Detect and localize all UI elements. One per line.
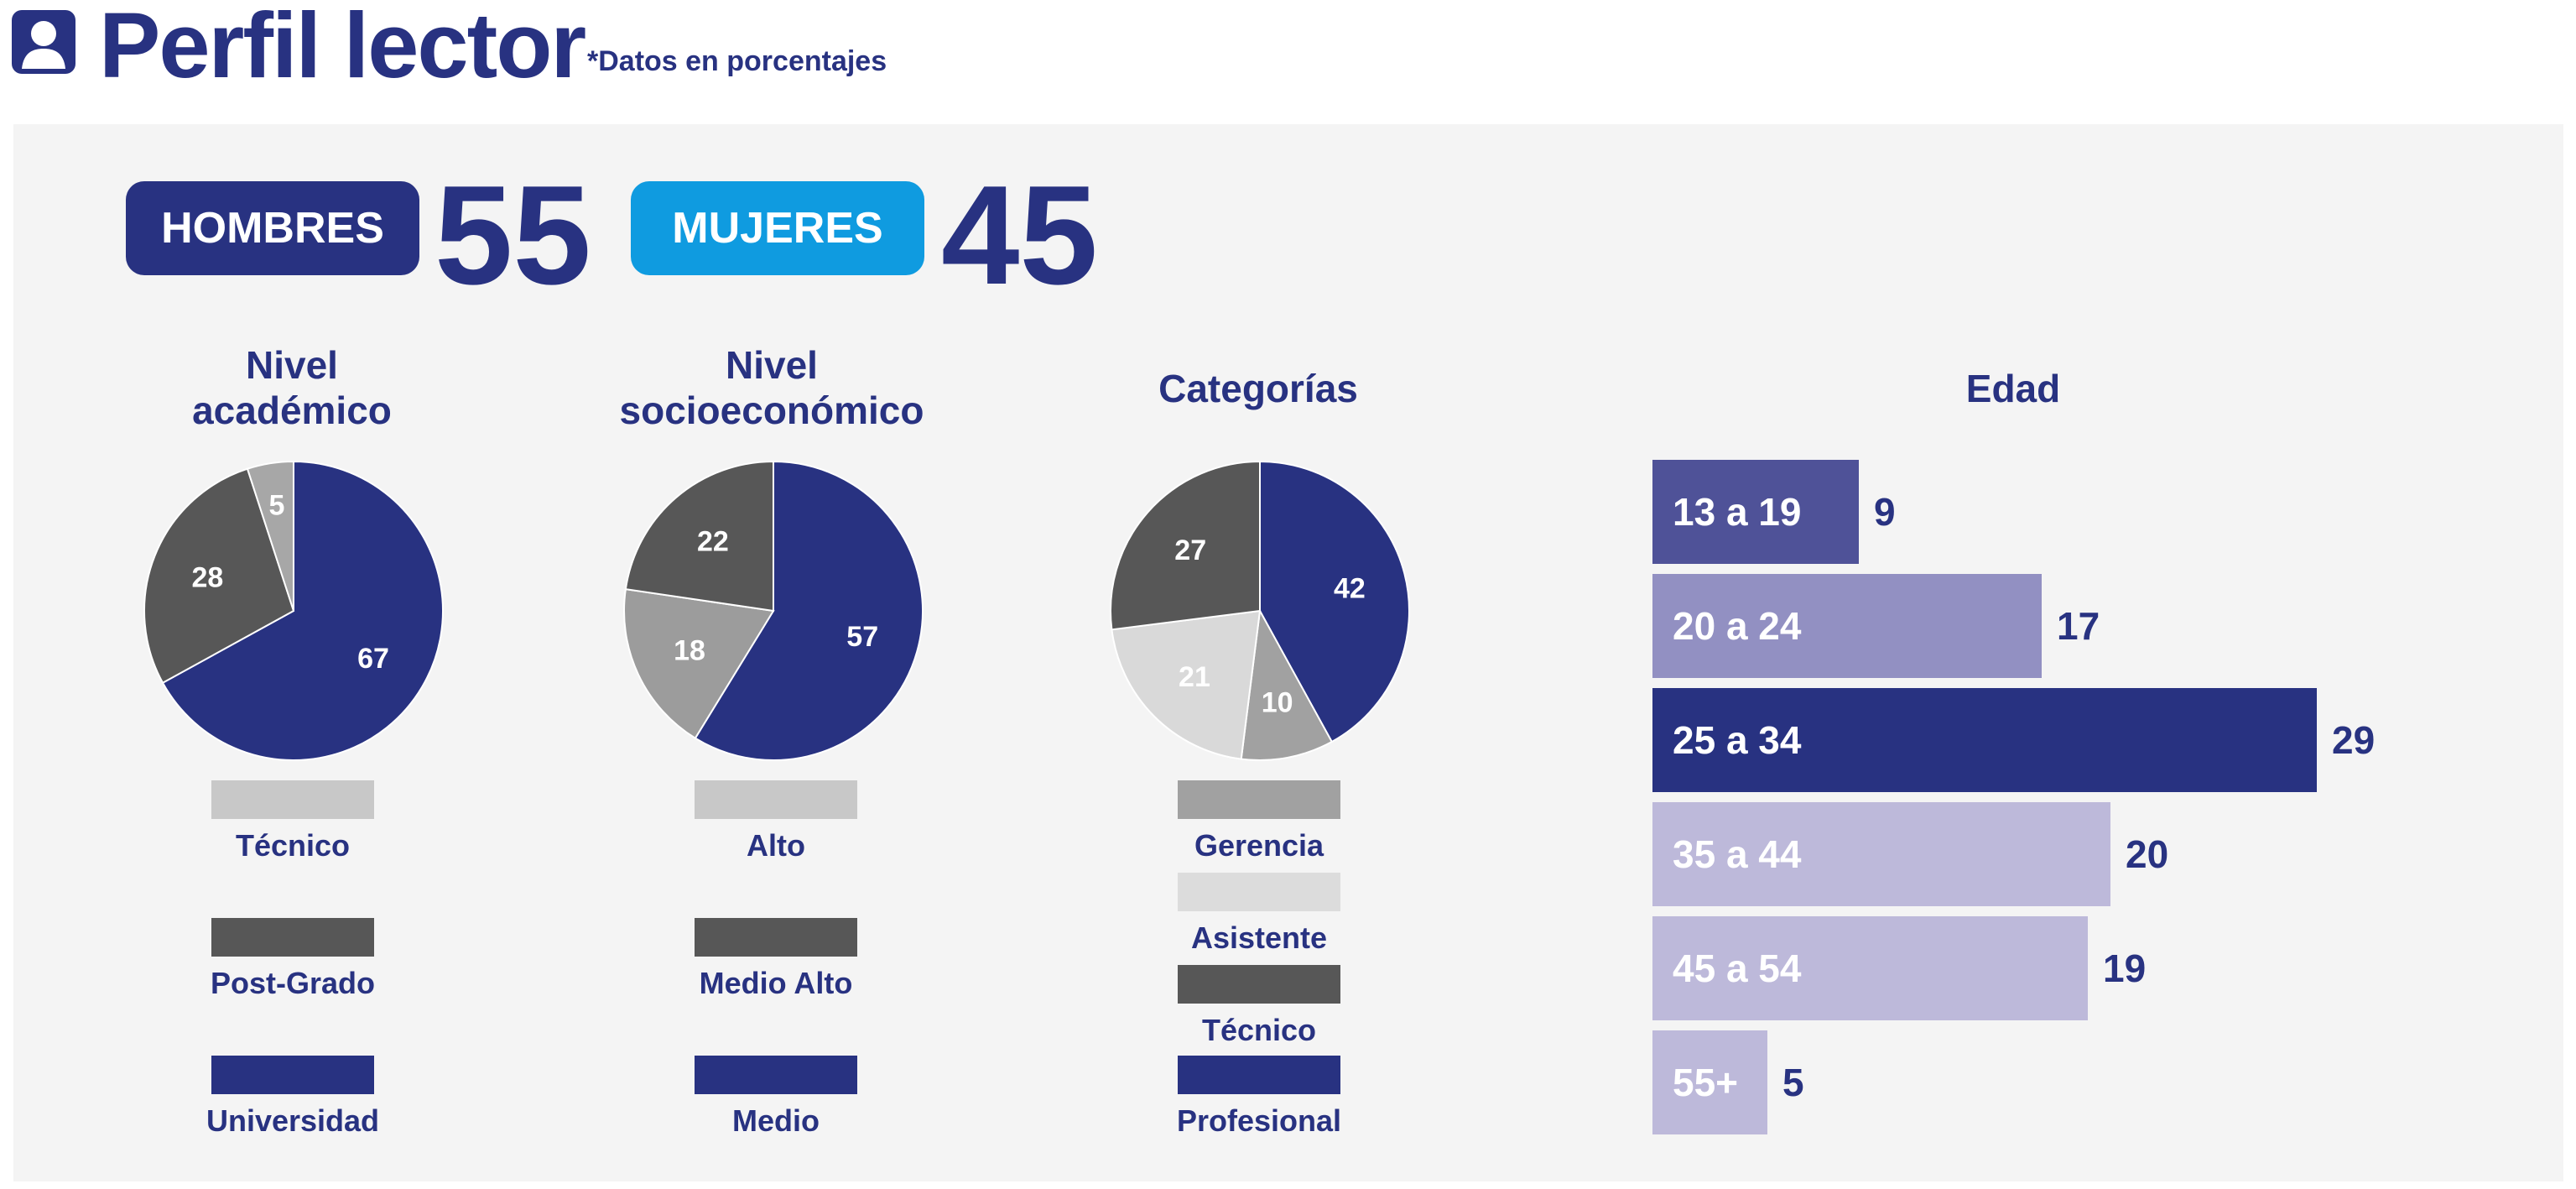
legend-swatch-profesional (1178, 1056, 1340, 1094)
chart-title-categorias: Categorías (1158, 367, 1358, 410)
legend-swatch-gerencia (1178, 780, 1340, 819)
women-value: 45 (941, 156, 1098, 314)
page-title: Perfil lector (99, 0, 586, 97)
men-badge: HOMBRES (126, 181, 419, 275)
legend-swatch-asistente (1178, 873, 1340, 911)
pie-label-universidad: 67 (357, 643, 389, 675)
pie-label-asistente: 21 (1179, 661, 1210, 693)
pie-chart-categorias: 42 10 21 27 (1110, 460, 1410, 761)
legend-swatch-tecnico (1178, 965, 1340, 1004)
pie-slice-profesional (1259, 460, 1410, 743)
bar-label-13-a-19: 13 a 19 (1673, 490, 1802, 534)
bar-45-a-54: 45 a 54 (1652, 916, 2088, 1020)
pie-label-post-grado: 28 (191, 561, 223, 593)
pie-label-tecnico: 5 (268, 489, 284, 521)
pie-slice-universidad (161, 460, 444, 761)
pie-label-gerencia: 10 (1262, 686, 1293, 718)
chart-title-nivel-academico: Nivel académico (192, 343, 392, 432)
pie-slice-asistente (1111, 609, 1262, 760)
bar-label-20-a-24: 20 a 24 (1673, 604, 1802, 648)
legend-swatch-medio-alto (695, 918, 857, 957)
legend-swatch-universidad (211, 1056, 374, 1094)
bar-value-55-: 5 (1782, 1061, 1804, 1104)
bar-label-55-: 55+ (1673, 1061, 1739, 1104)
legend-label-tecnico: Técnico (1201, 1013, 1317, 1047)
legend-label-alto: Alto (747, 828, 805, 863)
pie-slice-alto (623, 588, 775, 740)
legend-label-profesional: Profesional (1176, 1103, 1342, 1138)
legend-label-asistente: Asistente (1190, 920, 1328, 955)
bar-35-a-44: 35 a 44 (1652, 802, 2110, 906)
legend-label-tecnico: Técnico (235, 828, 351, 863)
bar-55-: 55+ (1652, 1030, 1767, 1134)
bar-20-a-24: 20 a 24 (1652, 574, 2042, 678)
legend-label-medio: Medio (732, 1103, 820, 1138)
legend-label-gerencia: Gerencia (1194, 828, 1324, 863)
legend-label-medio-alto: Medio Alto (699, 966, 853, 1000)
pie-chart-nivel-academico: 67 28 5 (143, 460, 444, 761)
chart-title-edad: Edad (1965, 367, 2061, 410)
user-icon (12, 10, 75, 74)
legend-swatch-post-grado (211, 918, 374, 957)
women-badge: MUJERES (631, 181, 924, 275)
legend-label-post-grado: Post-Grado (210, 966, 375, 1000)
pie-label-profesional: 42 (1334, 573, 1366, 605)
pie-slice-tecnico (1110, 460, 1261, 631)
pie-chart-nivel-socioeconomico: 57 18 22 (623, 460, 924, 761)
bar-value-20-a-24: 17 (2057, 604, 2100, 648)
men-value: 55 (435, 156, 591, 314)
bar-value-25-a-34: 29 (2332, 718, 2376, 762)
legend-swatch-alto (695, 780, 857, 819)
bar-label-35-a-44: 35 a 44 (1673, 832, 1802, 876)
chart-title-nivel-socioeconomico: Nivel socioeconómico (619, 343, 924, 432)
pie-slice-gerencia (1240, 608, 1334, 761)
pie-label-tecnico: 27 (1174, 535, 1206, 566)
pie-slice-medio (694, 460, 924, 761)
pie-label-medio: 57 (846, 621, 878, 653)
legend-swatch-medio (695, 1056, 857, 1094)
pie-label-alto: 18 (674, 635, 705, 667)
legend-swatch-tecnico (211, 780, 374, 819)
bar-value-13-a-19: 9 (1874, 490, 1896, 534)
page-subtitle: *Datos en porcentajes (587, 45, 887, 77)
bar-value-35-a-44: 20 (2126, 832, 2169, 876)
pie-slice-post-grado (143, 467, 295, 685)
pie-slice-medio-alto (624, 460, 774, 613)
pie-slice-tecnico (246, 460, 294, 612)
pie-label-medio-alto: 22 (697, 525, 729, 557)
bar-25-a-34: 25 a 34 (1652, 688, 2317, 792)
bar-label-45-a-54: 45 a 54 (1673, 947, 1802, 990)
bar-label-25-a-34: 25 a 34 (1673, 718, 1802, 762)
bar-value-45-a-54: 19 (2103, 947, 2147, 990)
legend-label-universidad: Universidad (206, 1103, 380, 1138)
bar-13-a-19: 13 a 19 (1652, 460, 1859, 564)
